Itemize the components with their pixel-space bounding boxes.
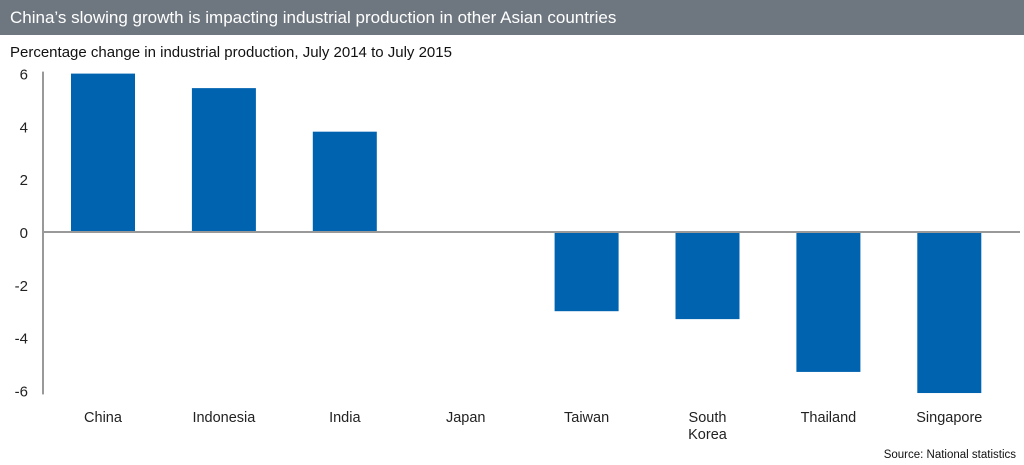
y-tick-label: 6 [20, 67, 28, 84]
y-tick-label: 0 [20, 225, 28, 242]
x-tick-label: Japan [446, 410, 486, 426]
y-tick-label: -2 [15, 278, 28, 295]
x-tick-label: Thailand [801, 410, 857, 426]
bar-singapore [917, 232, 982, 394]
bar-taiwan [554, 232, 619, 312]
y-tick-label: -6 [15, 383, 28, 400]
x-tick-label: South [689, 410, 727, 426]
bar-thailand [796, 232, 861, 372]
bar-india [312, 131, 377, 232]
y-tick-label: 4 [20, 119, 28, 136]
y-tick-label: -4 [15, 331, 28, 348]
source-note: Source: National statistics [883, 449, 1016, 461]
x-tick-label: India [329, 410, 361, 426]
x-tick-label: Singapore [916, 410, 982, 426]
bar-south-korea [675, 232, 740, 320]
chart-title: China’s slowing growth is impacting indu… [0, 0, 1024, 35]
x-tick-label: China [84, 410, 123, 426]
bar-china [71, 73, 135, 232]
chart-subtitle: Percentage change in industrial producti… [10, 44, 452, 61]
bar-indonesia [191, 88, 256, 233]
x-tick-label: Indonesia [192, 410, 256, 426]
x-tick-label: Korea [688, 427, 728, 443]
y-tick-label: 2 [20, 172, 28, 189]
x-tick-label: Taiwan [564, 410, 609, 426]
